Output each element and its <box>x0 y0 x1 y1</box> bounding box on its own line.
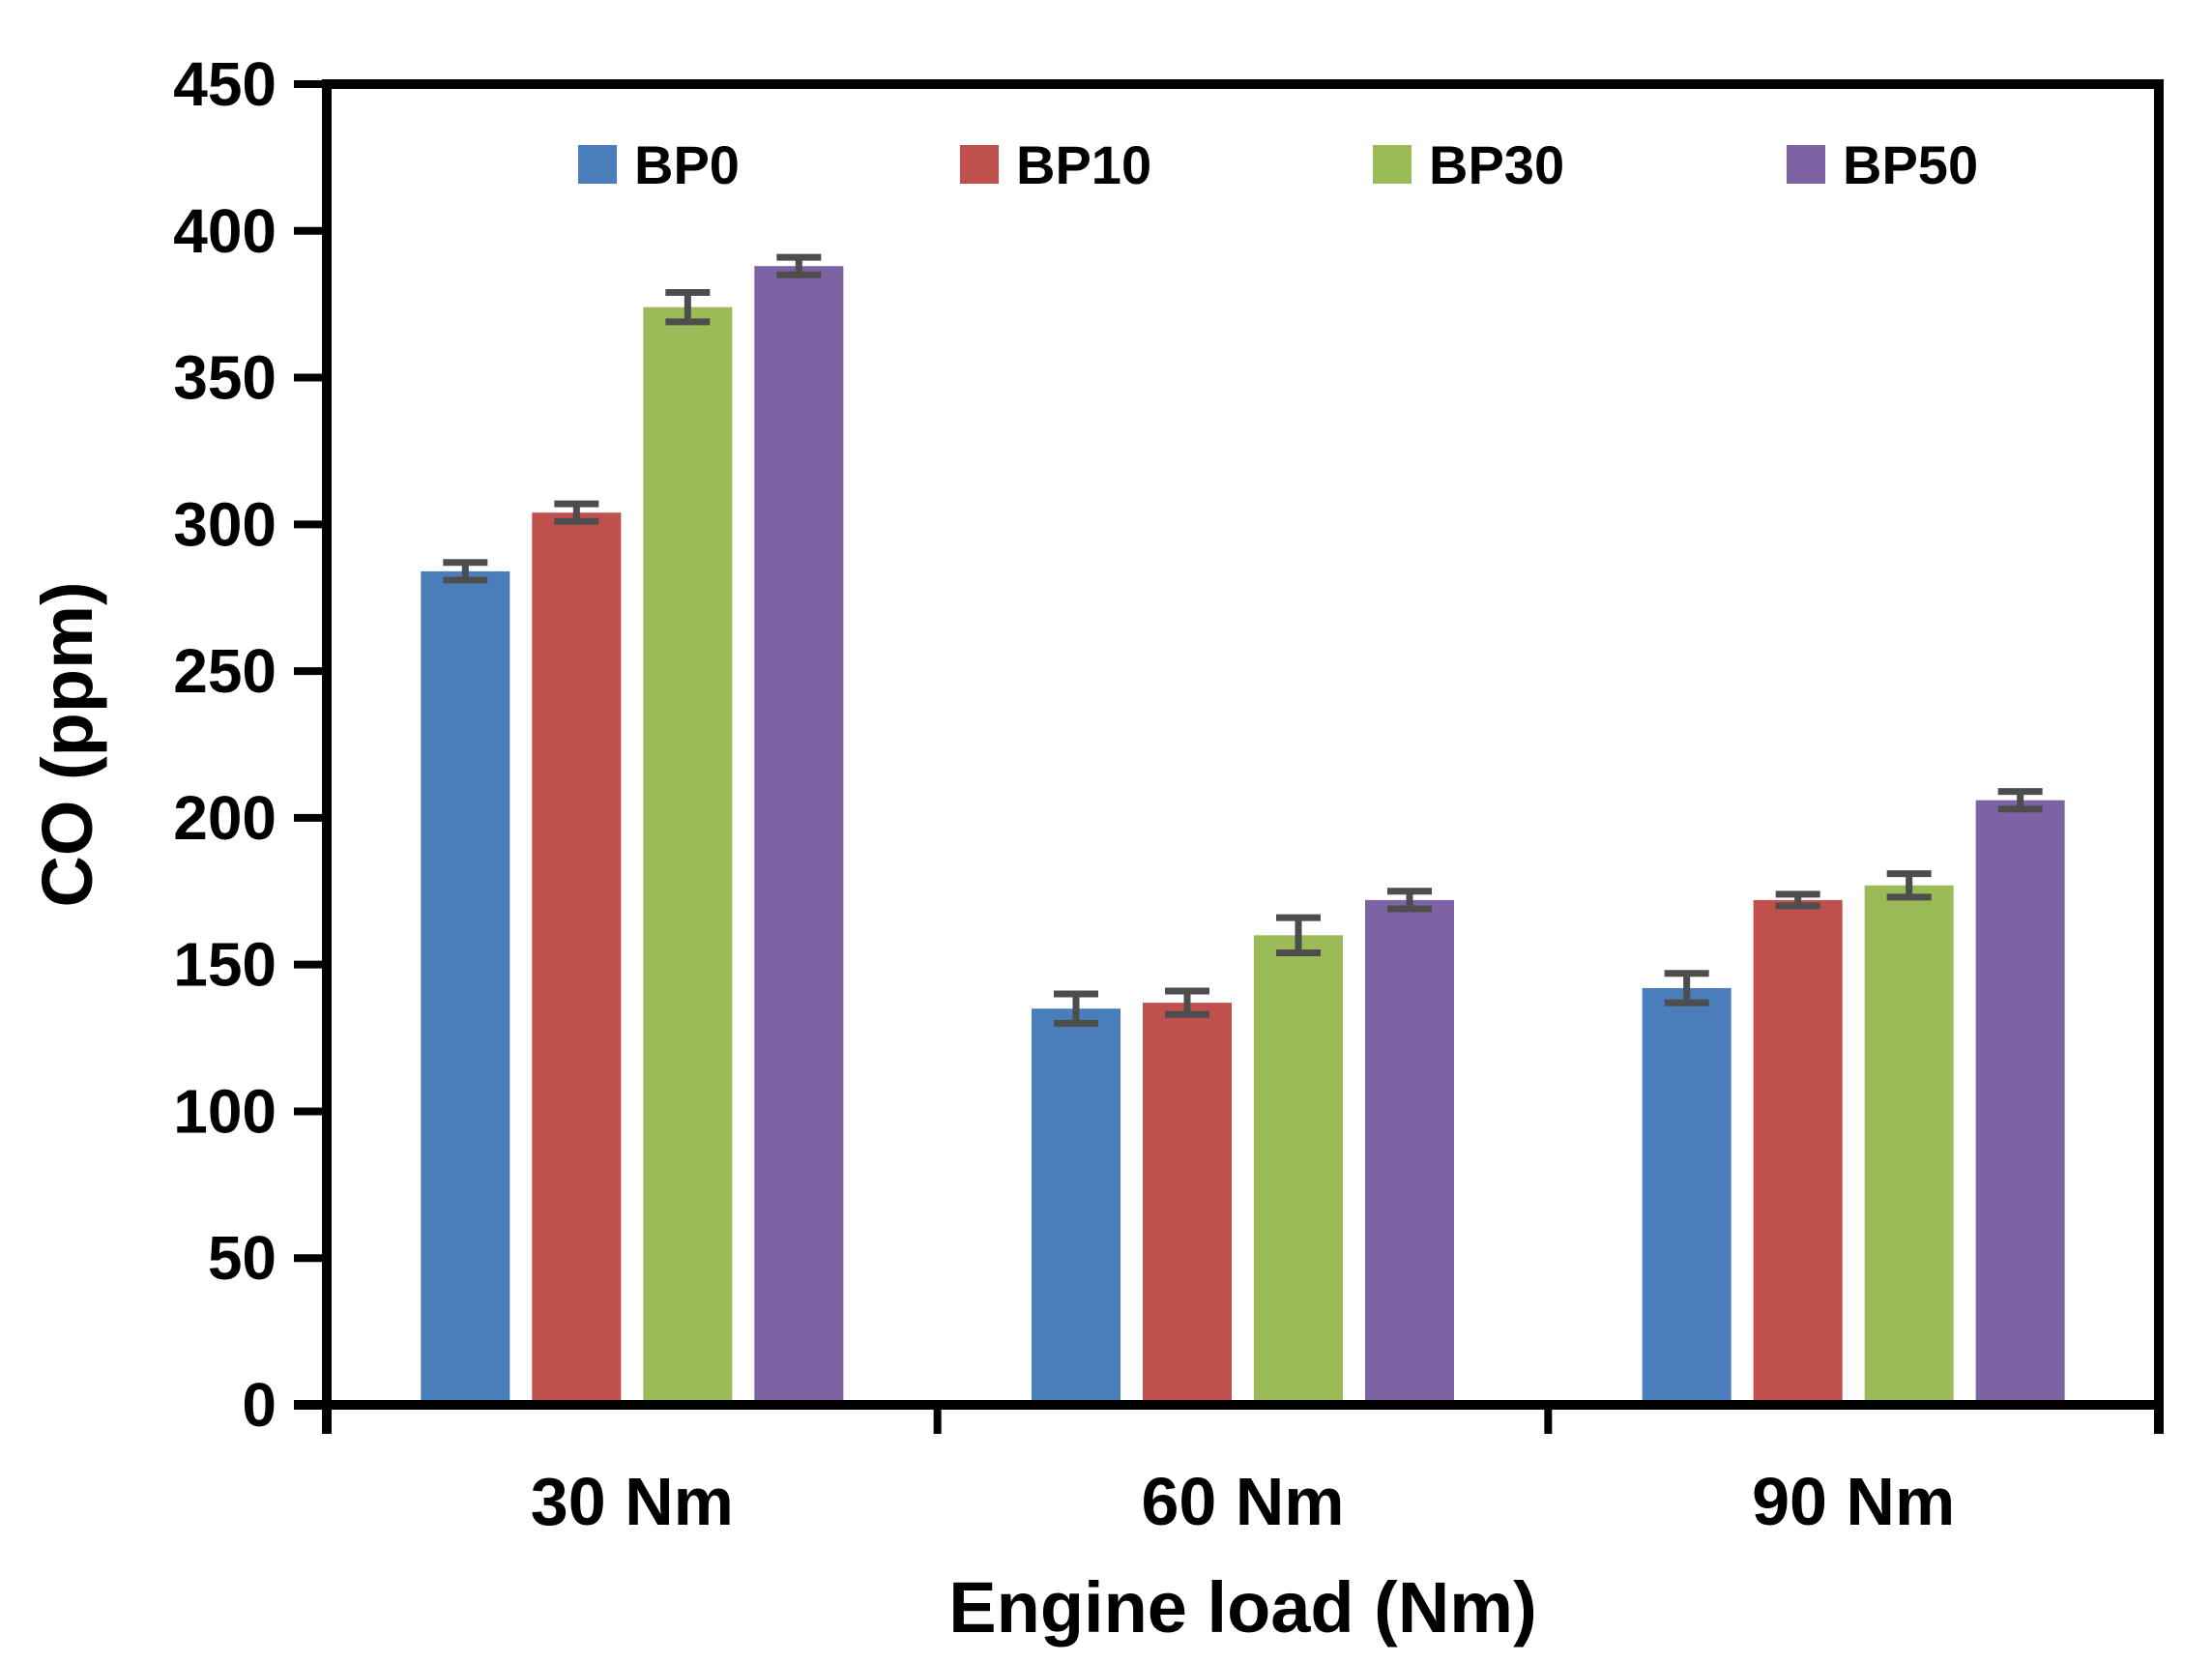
y-tick-label-150: 150 <box>173 930 276 1000</box>
y-tick-label-250: 250 <box>173 636 276 706</box>
bar-BP30-30Nm <box>643 306 733 1406</box>
bar-BP30-90Nm <box>1864 885 1954 1405</box>
bar-BP10-90Nm <box>1753 899 1843 1405</box>
x-axis-title: Engine load (Nm) <box>948 1567 1536 1648</box>
y-tick-label-100: 100 <box>173 1076 276 1146</box>
bar-BP50-90Nm <box>1975 800 2065 1405</box>
legend-label-BP10: BP10 <box>1016 134 1151 195</box>
bar-BP30-60Nm <box>1254 935 1343 1405</box>
x-category-label-90Nm: 90 Nm <box>1752 1464 1955 1539</box>
bar-BP0-30Nm <box>421 570 510 1405</box>
legend-label-BP0: BP0 <box>634 134 740 195</box>
y-tick-label-350: 350 <box>173 343 276 413</box>
bar-BP10-30Nm <box>532 512 622 1405</box>
y-axis-title: CO (ppm) <box>27 581 107 907</box>
bar-BP10-60Nm <box>1143 1003 1232 1405</box>
y-tick-label-300: 300 <box>173 489 276 559</box>
bar-BP0-90Nm <box>1642 987 1732 1405</box>
legend-label-BP30: BP30 <box>1429 134 1564 195</box>
legend-swatch-BP30 <box>1373 145 1412 184</box>
x-category-label-30Nm: 30 Nm <box>531 1464 734 1539</box>
legend-swatch-BP0 <box>578 145 617 184</box>
bar-BP0-60Nm <box>1032 1008 1121 1405</box>
y-tick-label-400: 400 <box>173 196 276 266</box>
x-category-label-60Nm: 60 Nm <box>1141 1464 1344 1539</box>
y-tick-label-50: 50 <box>208 1223 276 1293</box>
bar-BP50-60Nm <box>1365 899 1454 1405</box>
legend-swatch-BP50 <box>1787 145 1825 184</box>
y-tick-label-450: 450 <box>173 49 276 119</box>
legend-label-BP50: BP50 <box>1843 134 1978 195</box>
legend-swatch-BP10 <box>960 145 999 184</box>
bar-BP50-30Nm <box>754 266 844 1405</box>
y-tick-label-0: 0 <box>242 1370 276 1440</box>
y-tick-label-200: 200 <box>173 783 276 853</box>
